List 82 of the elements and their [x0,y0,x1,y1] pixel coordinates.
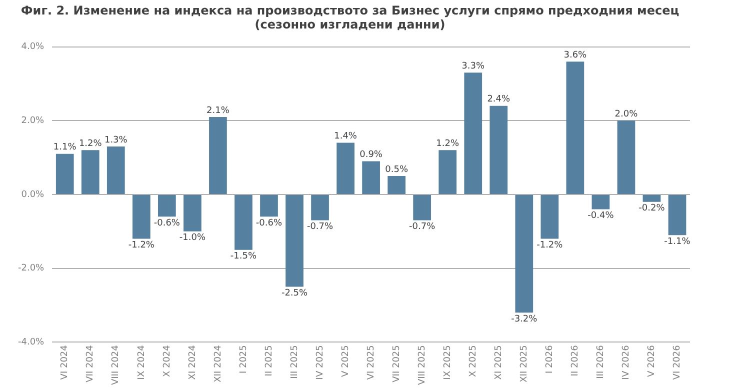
data-label: -1.2% [536,240,564,251]
bar [286,194,304,287]
data-label: -0.7% [409,222,436,232]
data-label: 1.2% [78,139,102,150]
y-tick-label: -2.0% [18,264,45,274]
x-tick-label: I 2026 [545,344,556,374]
y-tick-label: 4.0% [21,42,45,52]
bar [336,142,354,194]
y-tick-label: 2.0% [21,116,45,126]
bar [668,194,686,236]
bar [158,194,176,217]
data-label: 2.4% [487,94,511,105]
data-label: 3.6% [564,50,588,60]
data-label: 1.4% [334,132,358,142]
data-label: -1.1% [664,236,691,247]
x-tick-label: III 2026 [596,344,606,379]
bar [209,116,227,194]
data-label: -0.7% [306,222,334,232]
bar [413,194,432,220]
data-label: 1.3% [104,135,128,146]
x-tick-label: IV 2025 [315,345,326,380]
x-tick-label: XI 2024 [188,344,198,380]
bar [106,146,125,194]
x-tick-label: IX 2024 [136,344,147,380]
bar [234,194,252,250]
x-tick-label: XII 2024 [213,344,224,382]
x-tick-label: VIII 2025 [417,345,428,386]
bar [56,154,74,194]
data-label: 3.3% [462,61,485,72]
bar [642,194,661,202]
bar [617,120,636,194]
bar [438,150,457,194]
data-label: 1.1% [53,142,77,153]
bar [566,62,584,194]
y-tick-label: -4.0% [18,337,45,348]
text: (сезонно изгладени данни) [254,18,446,32]
bar [311,194,329,220]
data-label: -1.2% [128,240,155,251]
data-label: -0.6% [154,218,180,228]
bar [132,194,150,239]
x-tick-label: VI 2024 [60,344,70,380]
x-tick-label: VIII 2024 [111,344,122,386]
x-tick-label: IX 2025 [442,345,453,380]
data-label: 2.1% [206,106,230,116]
bar [260,194,278,217]
data-label: 0.9% [360,150,383,160]
bar [515,194,534,313]
x-tick-label: X 2024 [162,344,172,378]
data-label: -0.2% [638,204,666,214]
data-label: -0.6% [256,218,282,228]
x-tick-label: VII 2024 [86,344,96,382]
bar [81,150,100,194]
data-label: -1.5% [230,252,257,262]
x-tick-label: II 2026 [570,344,581,376]
x-tick-label: II 2025 [264,345,274,376]
text: Фиг. 2. Изменение на индекса на производството за Бизнес услуги спрямо предходния месец [20,3,680,18]
data-label: 1.2% [436,139,460,150]
x-tick-label: V 2025 [340,345,351,378]
x-tick-label: VII 2025 [392,345,402,382]
x-tick-label: III 2025 [290,345,300,379]
bar [184,194,202,232]
x-tick-label: XI 2025 [494,345,504,380]
x-tick-label: VI 2025 [366,345,376,380]
data-label: -1.0% [179,233,206,244]
x-tick-label: IV 2026 [622,344,632,380]
data-label: 0.5% [385,164,408,175]
y-tick-label: 0.0% [21,190,45,200]
bar [362,161,380,194]
bar [464,72,482,194]
data-label: -2.5% [281,288,308,299]
x-tick-label: X 2025 [468,345,478,378]
bar [592,194,610,210]
data-label: -3.2% [511,314,538,324]
x-tick-label: I 2025 [238,345,249,374]
bar [490,106,508,194]
data-label: 2.0% [614,109,638,120]
data-label: -0.4% [588,211,614,222]
bar [388,176,406,194]
x-tick-label: V 2026 [647,344,658,378]
bar [540,194,559,239]
x-tick-label: XII 2025 [519,345,530,382]
x-tick-label: VI 2026 [672,344,683,380]
